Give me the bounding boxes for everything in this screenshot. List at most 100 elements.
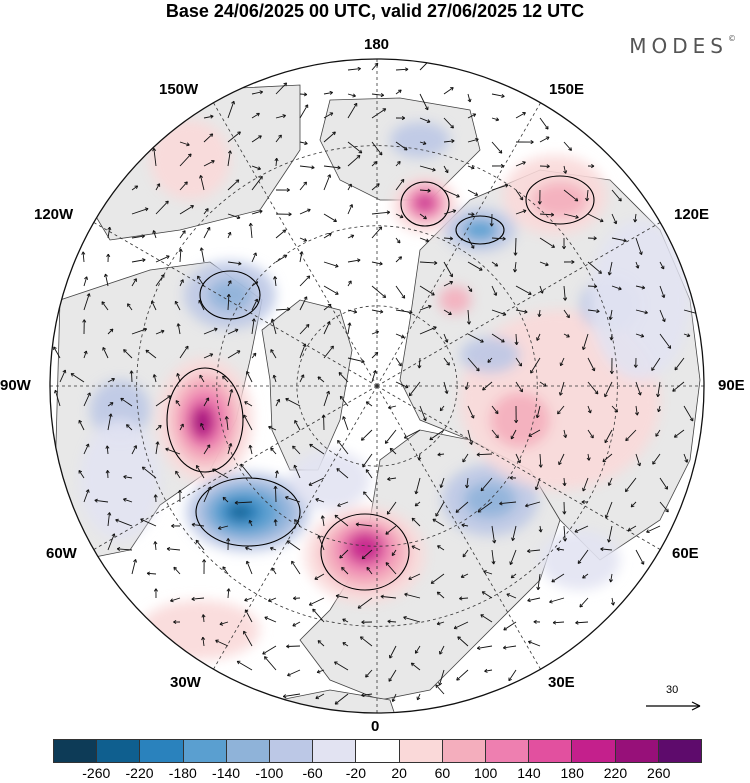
wind-vector-head: [286, 644, 290, 649]
wind-vector-head: [227, 280, 232, 284]
wind-vector-head: [424, 106, 429, 111]
wind-vector-head: [236, 215, 241, 220]
wind-vector-head: [309, 443, 313, 448]
wind-vector: [323, 91, 333, 95]
wind-vector-head: [514, 341, 519, 345]
wind-vector-head: [103, 273, 108, 278]
wind-vector: [347, 259, 361, 263]
wind-vector-head: [270, 349, 274, 353]
wind-vector: [415, 477, 421, 495]
wind-vector-head: [102, 347, 106, 351]
colorbar-tick-label: -140: [212, 765, 241, 781]
wind-vector: [467, 357, 480, 372]
wind-vector-head: [500, 163, 505, 169]
wind-vector-head: [167, 395, 171, 399]
wind-vector: [459, 597, 469, 600]
wind-vector-head: [153, 541, 158, 545]
wind-vector-head: [375, 330, 379, 335]
wind-vector: [83, 293, 90, 311]
wind-vector: [323, 112, 334, 119]
wind-vector: [411, 545, 421, 551]
wind-vector-head: [245, 546, 249, 551]
wind-vector-head: [382, 294, 387, 299]
wind-vector: [605, 501, 613, 519]
wind-vector-head: [422, 417, 427, 422]
wind-vector-head: [209, 353, 214, 357]
wind-vector-head: [651, 367, 655, 371]
wind-vector-head: [299, 251, 304, 255]
wind-vector: [515, 333, 518, 345]
wind-vector-head: [347, 322, 352, 326]
wind-vector: [530, 357, 541, 374]
wind-vector: [395, 357, 402, 367]
wind-vector-head: [171, 523, 175, 528]
wind-vector-head: [545, 262, 549, 267]
wind-vector: [314, 573, 325, 580]
wind-vector-head: [563, 538, 568, 542]
wind-vector: [268, 597, 277, 602]
wind-vector-head: [379, 309, 384, 314]
anomaly-region: [230, 505, 250, 519]
wind-vector-head: [672, 388, 676, 392]
anomaly-region: [462, 219, 498, 241]
wind-vector: [334, 693, 349, 705]
wind-vector: [299, 209, 311, 215]
wind-vector-head: [404, 384, 409, 389]
wind-vector-head: [226, 293, 231, 298]
wind-vector-head: [231, 100, 236, 105]
wind-vector: [316, 669, 325, 673]
wind-vector: [515, 285, 532, 295]
wind-vector: [437, 453, 445, 456]
wind-vector: [244, 401, 253, 407]
wind-vector-head: [293, 464, 298, 469]
wind-vector: [371, 161, 378, 167]
wind-vector: [251, 176, 263, 191]
wind-vector: [539, 261, 549, 266]
wind-vector: [387, 477, 397, 480]
wind-vector: [170, 597, 181, 602]
wind-vector: [115, 519, 133, 527]
meridian-line: [376, 385, 541, 670]
wind-vector: [371, 261, 383, 265]
wind-vector: [466, 477, 469, 488]
wind-vector-head: [361, 620, 365, 625]
wind-vector: [251, 165, 261, 170]
wind-vector: [563, 165, 567, 174]
wind-vector: [587, 261, 602, 274]
wind-vector-head: [259, 90, 264, 95]
wind-vector-head: [276, 398, 281, 403]
wind-vector-head: [437, 452, 441, 457]
wind-vector-head: [380, 93, 385, 98]
label-60w: 60W: [46, 545, 77, 562]
wind-vector: [179, 345, 189, 359]
contour: [320, 513, 410, 591]
wind-vector: [575, 621, 589, 624]
wind-vector: [539, 117, 549, 130]
wind-vector: [203, 115, 214, 119]
wind-vector-head: [328, 232, 332, 237]
wind-vector: [273, 374, 277, 383]
wind-vector: [491, 405, 499, 414]
wind-vector: [657, 405, 661, 412]
wind-vector-head: [176, 373, 181, 377]
wind-vector-head: [259, 209, 263, 214]
wind-vector-head: [660, 265, 665, 270]
wind-vector-head: [303, 237, 308, 242]
wind-vector-head: [528, 433, 533, 437]
wind-vector-head: [293, 596, 297, 601]
wind-vector-head: [273, 485, 278, 490]
wind-vector: [604, 381, 613, 398]
wind-vector-head: [634, 412, 640, 416]
wind-vector-head: [105, 470, 110, 474]
wind-vector: [145, 349, 157, 359]
wind-vector: [391, 549, 397, 556]
wind-vector: [503, 645, 517, 649]
wind-vector: [415, 645, 421, 654]
wind-vector: [403, 616, 421, 623]
wind-vector-head: [661, 318, 666, 323]
wind-vector-head: [450, 87, 454, 91]
wind-vector: [436, 591, 445, 599]
colorbar-tick-label: -100: [255, 765, 284, 781]
wind-vector-head: [272, 374, 277, 379]
wind-vector: [131, 235, 145, 239]
